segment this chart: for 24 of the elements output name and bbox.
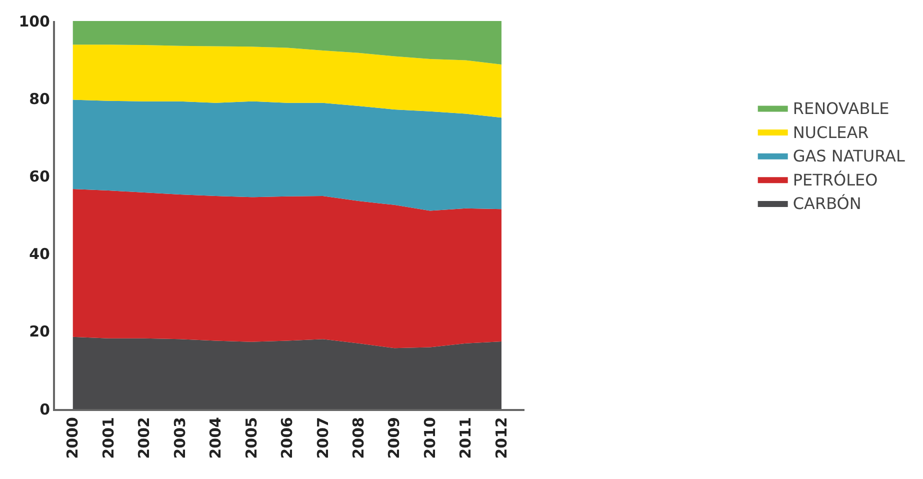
x-tick-label: 2003 [170, 417, 189, 459]
legend-label: GAS NATURAL [792, 146, 905, 166]
y-tick-label: 80 [29, 90, 50, 108]
x-tick-label: 2001 [99, 417, 118, 459]
legend-label: CARBÓN [792, 194, 862, 214]
x-tick-label: 2002 [135, 417, 154, 459]
legend-label: NUCLEAR [792, 122, 869, 142]
legend-label: PETRÓLEO [792, 170, 878, 190]
y-tick-label: 100 [18, 12, 50, 30]
x-tick-label: 2011 [456, 417, 475, 459]
x-tick-label: 2005 [242, 417, 260, 459]
x-tick-label: 2009 [385, 417, 404, 459]
y-tick-label: 60 [29, 167, 50, 186]
x-tick-label: 2012 [492, 417, 510, 459]
x-tick-label: 2010 [420, 417, 439, 459]
y-tick-label: 0 [40, 400, 50, 418]
x-tick-label: 2008 [349, 417, 368, 459]
x-tick-label: 2007 [314, 417, 332, 459]
x-tick-label: 2006 [278, 417, 296, 459]
x-tick-label: 2000 [64, 417, 82, 459]
x-tick-label: 2004 [206, 417, 225, 459]
y-tick-label: 20 [29, 322, 50, 341]
y-tick-label: 40 [29, 245, 50, 264]
legend-label: RENOVABLE [792, 98, 890, 118]
